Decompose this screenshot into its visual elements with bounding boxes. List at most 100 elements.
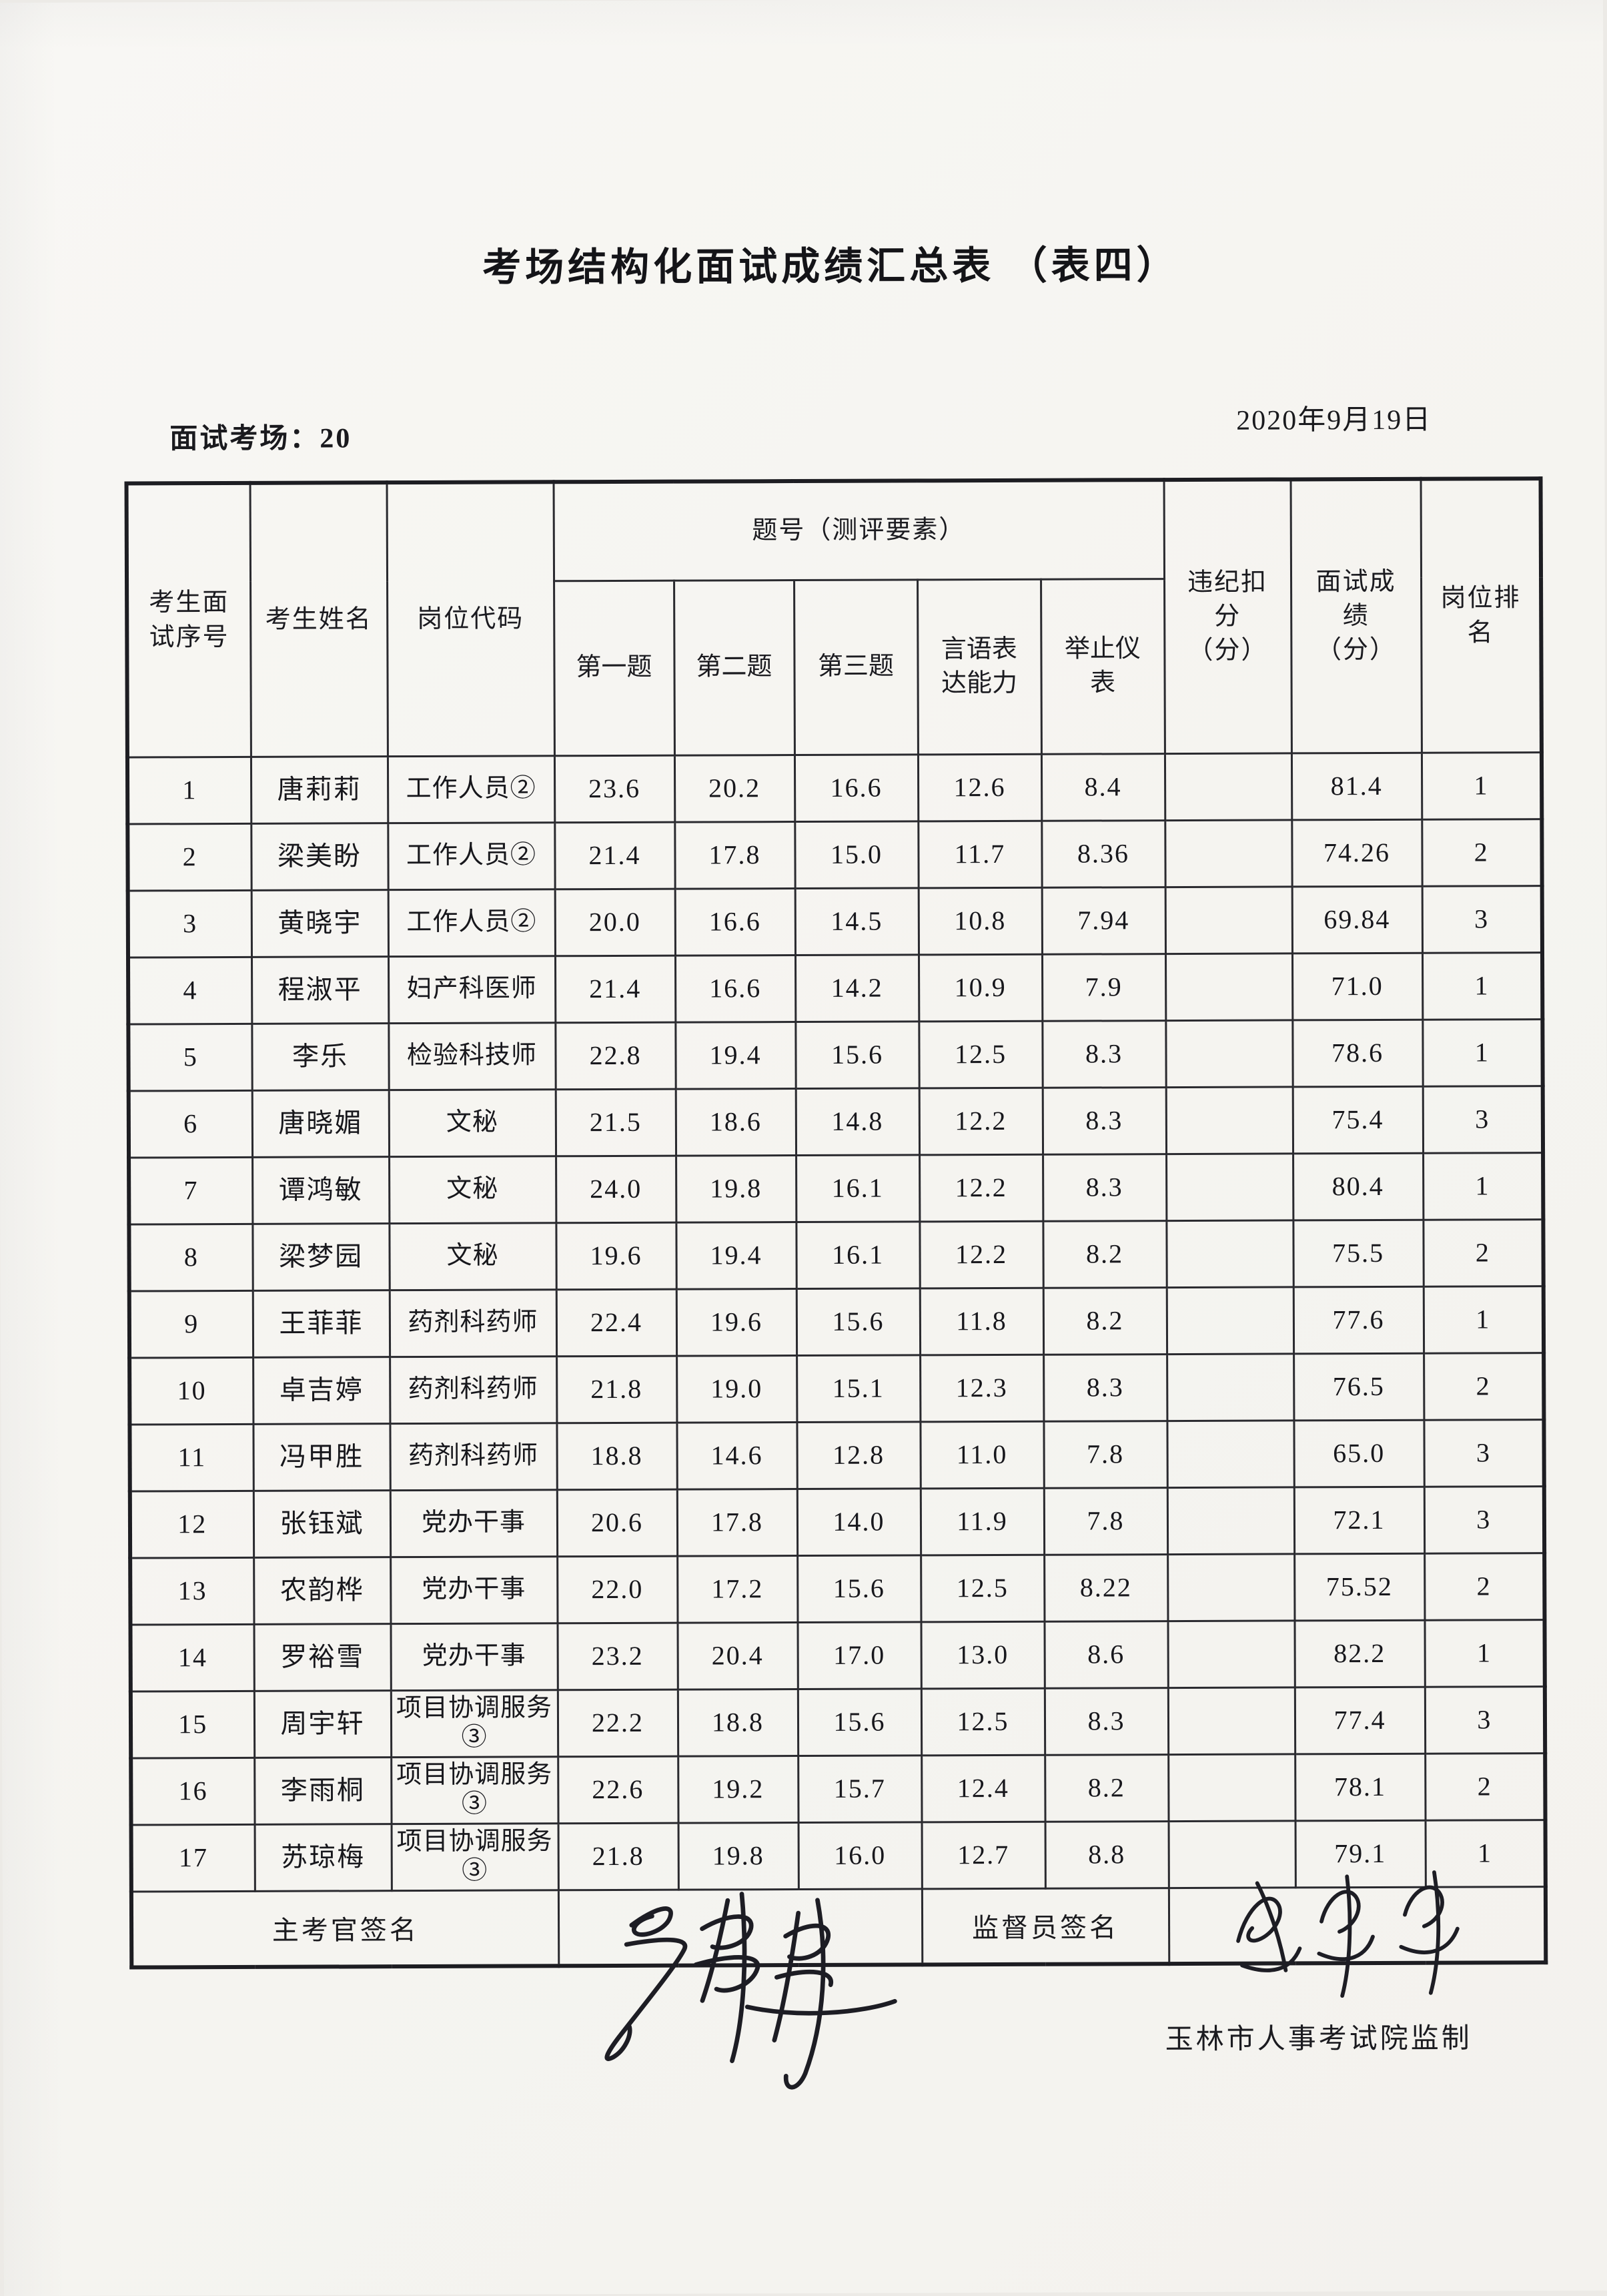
cell-verbal: 12.2	[919, 1220, 1043, 1288]
cell-seq: 3	[127, 889, 252, 958]
cell-manner: 7.8	[1043, 1487, 1168, 1555]
cell-code: 药剂科药师	[390, 1356, 557, 1424]
header-q1: 第一题	[554, 580, 674, 756]
cell-q2: 14.6	[676, 1422, 797, 1489]
cell-q1: 23.2	[557, 1622, 678, 1690]
cell-q1: 20.0	[554, 888, 675, 956]
cell-rank: 2	[1423, 1219, 1544, 1286]
cell-score: 79.1	[1295, 1820, 1426, 1888]
cell-manner: 8.3	[1042, 1020, 1166, 1088]
cell-score: 74.26	[1291, 819, 1422, 887]
cell-q3: 15.0	[794, 821, 919, 889]
cell-rank: 2	[1424, 1353, 1544, 1420]
cell-manner: 8.3	[1043, 1154, 1167, 1221]
cell-q1: 24.0	[556, 1155, 676, 1223]
cell-code: 药剂科药师	[389, 1289, 557, 1357]
cell-manner: 8.36	[1041, 820, 1165, 887]
cell-rank: 1	[1425, 1820, 1546, 1887]
cell-rank: 3	[1424, 1686, 1546, 1754]
cell-verbal: 11.9	[920, 1487, 1045, 1555]
cell-verbal: 12.5	[921, 1687, 1045, 1756]
cell-q3: 16.1	[796, 1154, 920, 1222]
cell-q1: 22.4	[556, 1288, 677, 1357]
cell-code: 文秘	[389, 1222, 556, 1290]
cell-penalty	[1167, 1487, 1295, 1555]
cell-score: 77.4	[1294, 1686, 1426, 1754]
table-row: 12 张钰斌 党办干事 20.6 17.8 14.0 11.9 7.8 72.1…	[129, 1486, 1545, 1558]
cell-penalty	[1166, 1286, 1294, 1355]
cell-q2: 17.2	[677, 1555, 798, 1623]
cell-penalty	[1164, 753, 1292, 821]
header-manner: 举止仪 表	[1041, 579, 1165, 754]
table-row: 13 农韵桦 党办干事 22.0 17.2 15.6 12.5 8.22 75.…	[130, 1553, 1545, 1625]
cell-code: 党办干事	[390, 1623, 558, 1691]
cell-seq: 2	[127, 823, 251, 891]
cell-name: 苏琼梅	[254, 1824, 392, 1891]
cell-q3: 12.8	[796, 1421, 921, 1489]
cell-q2: 18.8	[677, 1689, 798, 1756]
header-score: 面试成 绩 （分）	[1290, 478, 1422, 753]
table-row: 5 李乐 检验科技师 22.8 19.4 15.6 12.5 8.3 78.6 …	[128, 1019, 1543, 1091]
supervisor-signature-cell	[1168, 1870, 1546, 1998]
cell-manner: 8.3	[1042, 1087, 1167, 1154]
cell-manner: 7.8	[1043, 1421, 1167, 1488]
cell-verbal: 11.8	[919, 1287, 1044, 1355]
table-row: 15 周宇轩 项目协调服务③ 22.2 18.8 15.6 12.5 8.3 7…	[130, 1686, 1546, 1758]
cell-q2: 19.4	[675, 1022, 796, 1089]
cell-q1: 20.6	[556, 1489, 678, 1557]
cell-penalty	[1165, 819, 1292, 887]
cell-score: 78.6	[1292, 1019, 1423, 1087]
cell-q1: 23.6	[554, 755, 675, 823]
cell-q3: 14.8	[795, 1088, 920, 1156]
cell-seq: 4	[128, 956, 252, 1024]
cell-rank: 1	[1422, 1019, 1543, 1086]
cell-score: 69.84	[1291, 885, 1423, 953]
cell-q1: 22.8	[555, 1022, 676, 1090]
cell-seq: 7	[129, 1156, 253, 1224]
cell-penalty	[1165, 953, 1293, 1021]
table-row: 10 卓吉婷 药剂科药师 21.8 19.0 15.1 12.3 8.3 76.…	[129, 1353, 1544, 1425]
cell-penalty	[1166, 1220, 1293, 1288]
cell-verbal: 11.0	[920, 1421, 1044, 1489]
cell-q3: 16.1	[796, 1221, 920, 1289]
cell-name: 黄晓宇	[251, 889, 389, 957]
table-row: 11 冯甲胜 药剂科药师 18.8 14.6 12.8 11.0 7.8 65.…	[129, 1419, 1544, 1491]
cell-code: 药剂科药师	[390, 1423, 557, 1491]
cell-name: 唐晓媚	[251, 1090, 390, 1157]
cell-q1: 21.8	[558, 1822, 678, 1890]
cell-q2: 19.4	[676, 1222, 796, 1289]
cell-code: 工作人员②	[388, 889, 555, 957]
cell-q3: 15.1	[796, 1355, 921, 1423]
table-row: 1 唐莉莉 工作人员② 23.6 20.2 16.6 12.6 8.4 81.4…	[127, 752, 1542, 824]
cell-score: 75.4	[1292, 1086, 1424, 1154]
cell-q3: 15.6	[796, 1288, 921, 1356]
cell-score: 75.52	[1294, 1553, 1425, 1621]
cell-name: 梁梦园	[252, 1223, 390, 1290]
cell-code: 项目协调服务③	[391, 1823, 558, 1891]
cell-penalty	[1167, 1687, 1295, 1755]
cell-rank: 1	[1423, 1286, 1544, 1353]
cell-q3: 17.0	[797, 1621, 921, 1689]
cell-q2: 19.8	[676, 1155, 796, 1222]
cell-seq: 6	[128, 1090, 253, 1158]
cell-manner: 8.22	[1044, 1554, 1168, 1621]
cell-name: 李雨桐	[254, 1757, 392, 1824]
cell-q3: 16.6	[794, 754, 919, 822]
cell-manner: 8.2	[1043, 1287, 1167, 1355]
table-row: 3 黄晓宇 工作人员② 20.0 16.6 14.5 10.8 7.94 69.…	[127, 885, 1543, 958]
cell-penalty	[1167, 1553, 1295, 1621]
cell-q2: 19.8	[678, 1822, 798, 1890]
cell-penalty	[1167, 1620, 1295, 1688]
cell-penalty	[1167, 1420, 1294, 1488]
table-footer: 主考官签名 监督员	[131, 1870, 1546, 2089]
cell-manner: 8.2	[1043, 1220, 1167, 1288]
cell-name: 梁美盼	[251, 823, 388, 890]
cell-score: 82.2	[1294, 1619, 1425, 1687]
chief-examiner-signature-cell	[558, 1888, 923, 2089]
cell-verbal: 12.2	[919, 1087, 1043, 1155]
cell-q3: 14.2	[794, 954, 919, 1022]
cell-verbal: 13.0	[921, 1621, 1045, 1689]
cell-manner: 8.8	[1045, 1821, 1169, 1888]
cell-name: 唐莉莉	[250, 756, 388, 823]
cell-penalty	[1168, 1820, 1295, 1888]
